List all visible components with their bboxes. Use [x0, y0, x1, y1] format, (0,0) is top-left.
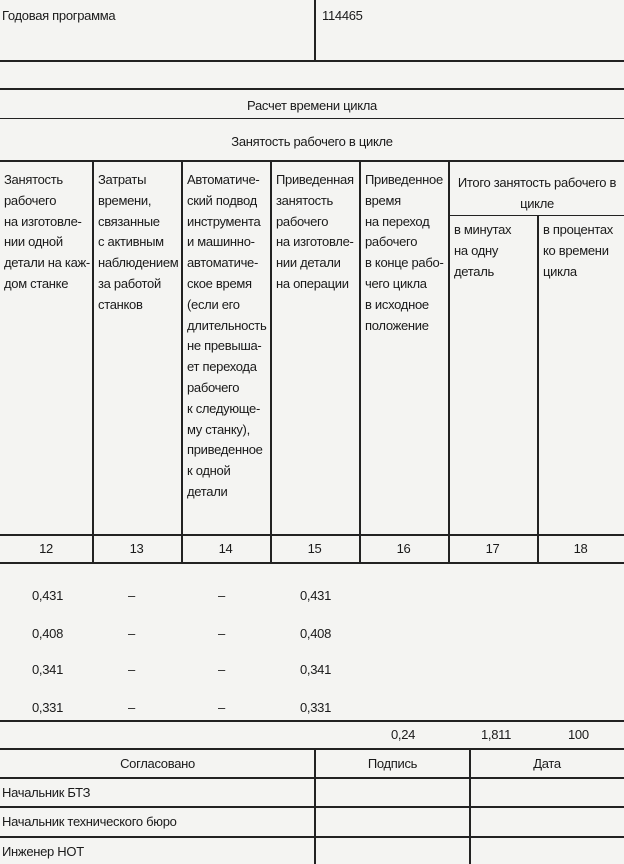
- cell: –: [218, 700, 225, 715]
- cell: –: [218, 626, 225, 641]
- cell: 0,341: [32, 662, 64, 677]
- signature-header: Подпись: [367, 756, 418, 771]
- divider: [0, 562, 624, 564]
- divider: [314, 748, 316, 864]
- group-header: Итого занятость рабочего в цикле: [457, 175, 617, 211]
- divider: [0, 160, 624, 162]
- cell: 0,341: [300, 662, 332, 677]
- divider: [0, 720, 624, 722]
- divider: [0, 60, 624, 62]
- cell: 0,331: [300, 700, 332, 715]
- column-number: 18: [573, 541, 588, 556]
- cell: –: [128, 662, 135, 677]
- annual-program-value: 114465: [322, 8, 363, 23]
- cell: –: [128, 626, 135, 641]
- cell: –: [218, 662, 225, 677]
- total-18: 100: [568, 727, 589, 742]
- column-header-18: в процентах ко времени цикла: [543, 222, 613, 279]
- column-number: 14: [218, 541, 233, 556]
- table-subtitle: Занятость рабочего в цикле: [231, 134, 393, 149]
- cell: 0,431: [32, 588, 64, 603]
- divider: [92, 160, 94, 562]
- total-17: 1,811: [481, 727, 512, 742]
- divider: [314, 0, 316, 60]
- column-number: 17: [485, 541, 500, 556]
- divider: [0, 118, 624, 119]
- divider: [0, 88, 624, 90]
- cell: 0,408: [300, 626, 332, 641]
- column-header-15: Приведенная занятость рабочего на изгото…: [276, 172, 354, 291]
- divider: [0, 748, 624, 750]
- date-header: Дата: [533, 756, 561, 771]
- total-16: 0,24: [391, 727, 416, 742]
- divider: [469, 748, 471, 864]
- divider: [449, 215, 624, 216]
- divider: [0, 534, 624, 536]
- column-number: 13: [129, 541, 144, 556]
- divider: [359, 160, 361, 562]
- approval-row: Начальник БТЗ: [2, 785, 91, 800]
- column-number: 16: [396, 541, 411, 556]
- approval-row: Инженер НОТ: [2, 844, 84, 859]
- divider: [448, 160, 450, 562]
- cell: 0,331: [32, 700, 64, 715]
- annual-program-label: Годовая программа: [2, 8, 116, 23]
- column-header-13: Затраты времени, связанные с активным на…: [98, 172, 179, 312]
- column-header-16: Приведенное время на переход рабочего в …: [365, 172, 444, 333]
- column-header-14: Автоматиче- ский подвод инструмента и ма…: [187, 172, 267, 499]
- cell: –: [218, 588, 225, 603]
- cell: –: [128, 700, 135, 715]
- cell: –: [128, 588, 135, 603]
- table-title: Расчет времени цикла: [247, 98, 377, 113]
- approval-header: Согласовано: [120, 756, 195, 771]
- divider: [0, 777, 624, 779]
- column-number: 15: [307, 541, 322, 556]
- divider: [0, 836, 624, 838]
- cell: 0,431: [300, 588, 332, 603]
- column-header-12: Занятость рабочего на изготовле- нии одн…: [4, 172, 90, 291]
- cell: 0,408: [32, 626, 64, 641]
- divider: [0, 806, 624, 808]
- divider: [270, 160, 272, 562]
- divider: [181, 160, 183, 562]
- column-header-17: в минутах на одну деталь: [454, 222, 512, 279]
- divider: [537, 215, 539, 562]
- approval-row: Начальник технического бюро: [2, 814, 177, 829]
- column-number: 12: [39, 541, 53, 556]
